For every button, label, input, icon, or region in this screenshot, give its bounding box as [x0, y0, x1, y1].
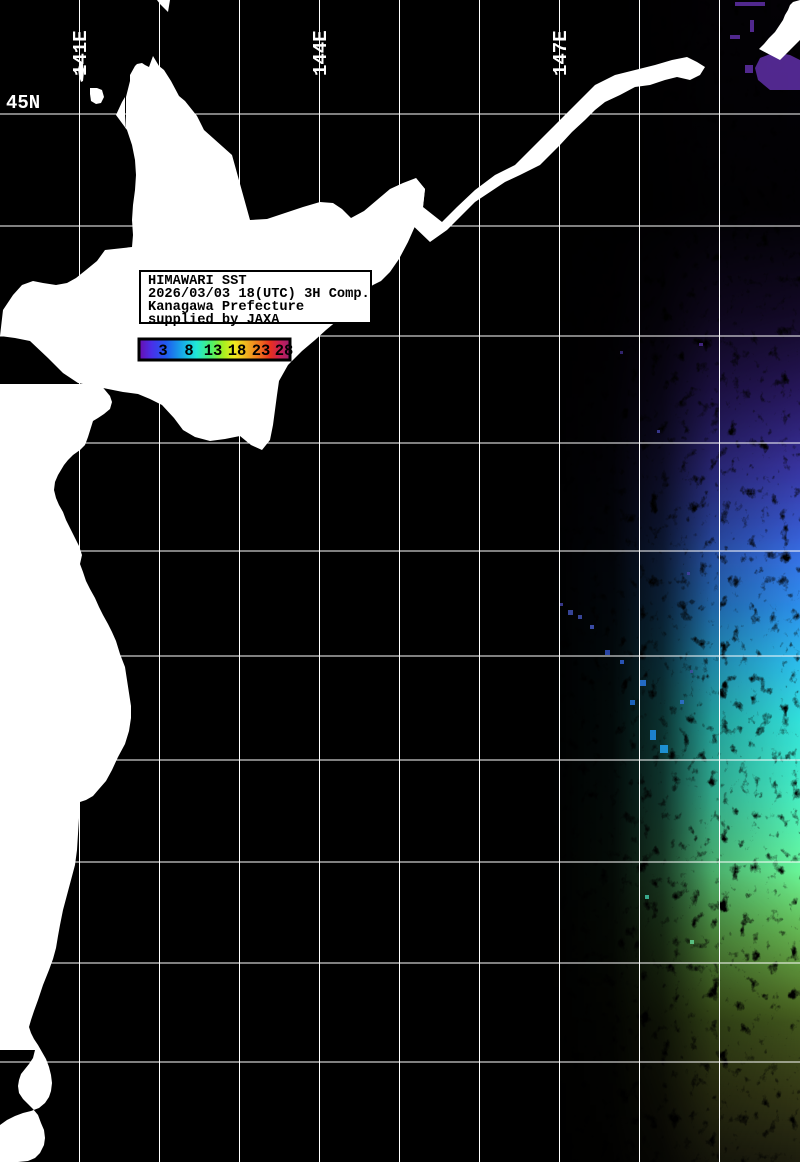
svg-text:28: 28 — [275, 342, 294, 360]
svg-text:144E: 144E — [310, 30, 332, 76]
svg-text:23: 23 — [252, 342, 271, 360]
svg-text:141E: 141E — [70, 30, 92, 76]
svg-text:3: 3 — [158, 342, 167, 360]
svg-text:13: 13 — [204, 342, 223, 360]
svg-text:45N: 45N — [6, 92, 40, 114]
svg-text:147E: 147E — [550, 30, 572, 76]
svg-text:18: 18 — [228, 342, 247, 360]
svg-text:supplied by JAXA: supplied by JAXA — [148, 313, 280, 328]
svg-text:8: 8 — [184, 342, 193, 360]
